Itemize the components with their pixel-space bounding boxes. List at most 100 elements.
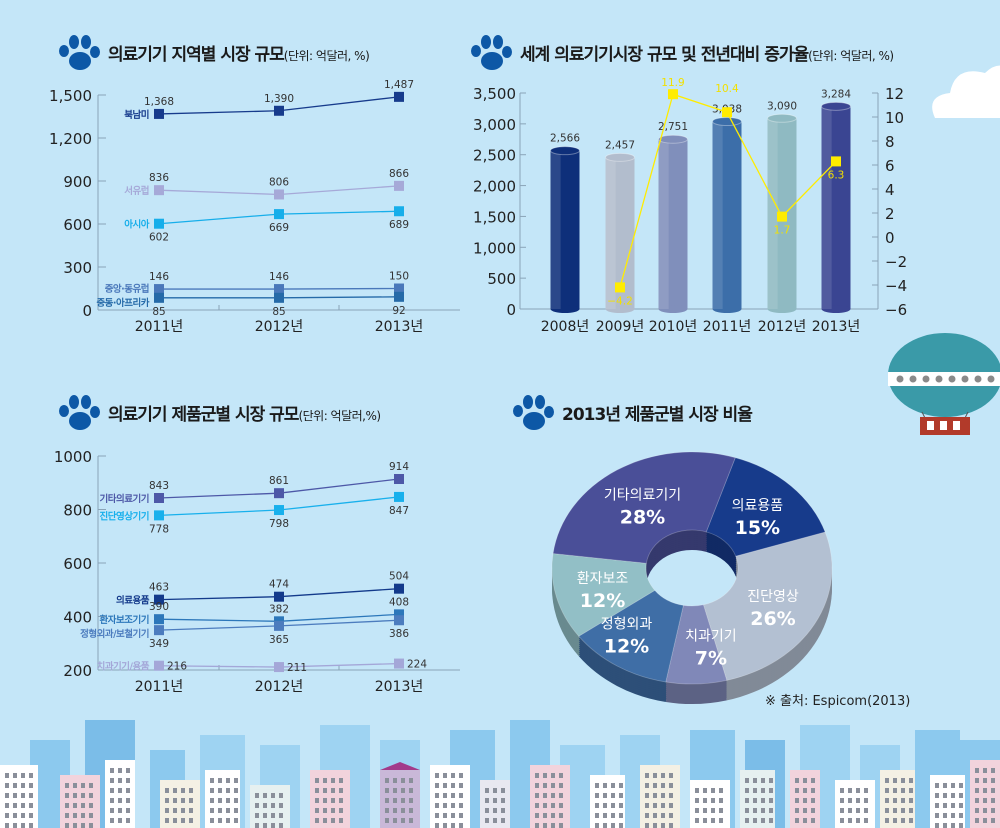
building-window (126, 768, 130, 773)
building-window (991, 808, 995, 813)
building-window (29, 793, 33, 798)
bar-label: 3,090 (767, 100, 797, 112)
building-window (669, 813, 673, 818)
building-window (803, 808, 807, 813)
building-window (126, 808, 130, 813)
data-label: 146 (149, 271, 169, 283)
building-window (385, 808, 389, 813)
data-point (274, 189, 284, 200)
building-window (983, 798, 987, 803)
building-window (409, 798, 413, 803)
building-window (29, 783, 33, 788)
building-window (89, 813, 93, 818)
building-window (173, 788, 177, 793)
building-window (901, 778, 905, 783)
x-tick-label: 2013년 (375, 319, 424, 335)
building-window (935, 793, 939, 798)
series-name-label: 치과기기/용품 (97, 661, 150, 673)
building-window (118, 768, 122, 773)
data-point (274, 662, 284, 673)
building-window (703, 788, 707, 793)
building-window (234, 818, 238, 823)
balloon-dot (896, 375, 904, 383)
building-window (909, 818, 913, 823)
building-window (89, 803, 93, 808)
building-window (959, 823, 963, 828)
series-name-label: 정형외과/보철기기 (80, 628, 149, 640)
building-window (323, 788, 327, 793)
building-window (218, 778, 222, 783)
building-window (485, 798, 489, 803)
building-window (21, 813, 25, 818)
title-main: 2013년 제품군별 시장 비율 (562, 404, 753, 425)
building-window (189, 808, 193, 813)
building-window (975, 818, 979, 823)
cloud (932, 65, 1000, 118)
building-window (669, 783, 673, 788)
building-window (595, 813, 599, 818)
building-window (909, 788, 913, 793)
building-window (619, 783, 623, 788)
y-tick-label: 200 (63, 662, 92, 680)
bar (550, 150, 580, 309)
data-label: 408 (389, 596, 409, 608)
data-label: 602 (149, 232, 169, 244)
building-window (595, 823, 599, 828)
building-window (803, 798, 807, 803)
building-window (485, 818, 489, 823)
bar-base (712, 305, 742, 313)
y2-tick-label: 2 (885, 205, 895, 223)
building-window (795, 808, 799, 813)
y2-tick-label: −4 (885, 277, 907, 295)
building-window (234, 798, 238, 803)
building-window (181, 788, 185, 793)
bar-label: 2,457 (605, 139, 635, 151)
data-label: 1,390 (264, 93, 294, 105)
building-window (5, 783, 9, 788)
building-window (795, 778, 799, 783)
building-window (331, 818, 335, 823)
building-window (385, 778, 389, 783)
building-window (543, 823, 547, 828)
building-window (935, 813, 939, 818)
y-tick-label: 2,000 (473, 178, 516, 196)
building-window (935, 783, 939, 788)
building-window (81, 803, 85, 808)
decoration-layer (0, 65, 1000, 828)
building-window (443, 783, 447, 788)
building-window (745, 798, 749, 803)
building-window (218, 808, 222, 813)
building-window (848, 818, 852, 823)
slice-percent: 12% (604, 636, 649, 658)
bar-highlight (605, 157, 616, 309)
region-chart-title: 의료기기 지역별 시장 규모(단위: 억달러, %) (58, 34, 370, 70)
building-window (761, 778, 765, 783)
data-point (394, 583, 404, 594)
building-window (711, 798, 715, 803)
building-window (443, 823, 447, 828)
y-tick-label: 600 (63, 216, 92, 234)
building-window (619, 793, 623, 798)
building-window (255, 813, 259, 818)
building-window (595, 793, 599, 798)
building-window (983, 818, 987, 823)
data-point (154, 292, 164, 303)
building-window (65, 803, 69, 808)
building-window (435, 803, 439, 808)
building-window (893, 778, 897, 783)
slice-percent: 12% (580, 590, 625, 612)
building-window (263, 823, 267, 828)
building-window (173, 808, 177, 813)
building-window (856, 808, 860, 813)
bar-base (821, 305, 851, 313)
data-label: 349 (149, 638, 169, 650)
building-window (703, 808, 707, 813)
data-label: 390 (149, 601, 169, 613)
balloon-dot (935, 375, 943, 383)
slice-percent: 28% (620, 506, 665, 528)
series-name-label: 환자보조기기 (100, 614, 149, 626)
bar (658, 139, 688, 309)
building-window (126, 798, 130, 803)
building-window (89, 823, 93, 828)
data-label: 798 (269, 518, 289, 530)
